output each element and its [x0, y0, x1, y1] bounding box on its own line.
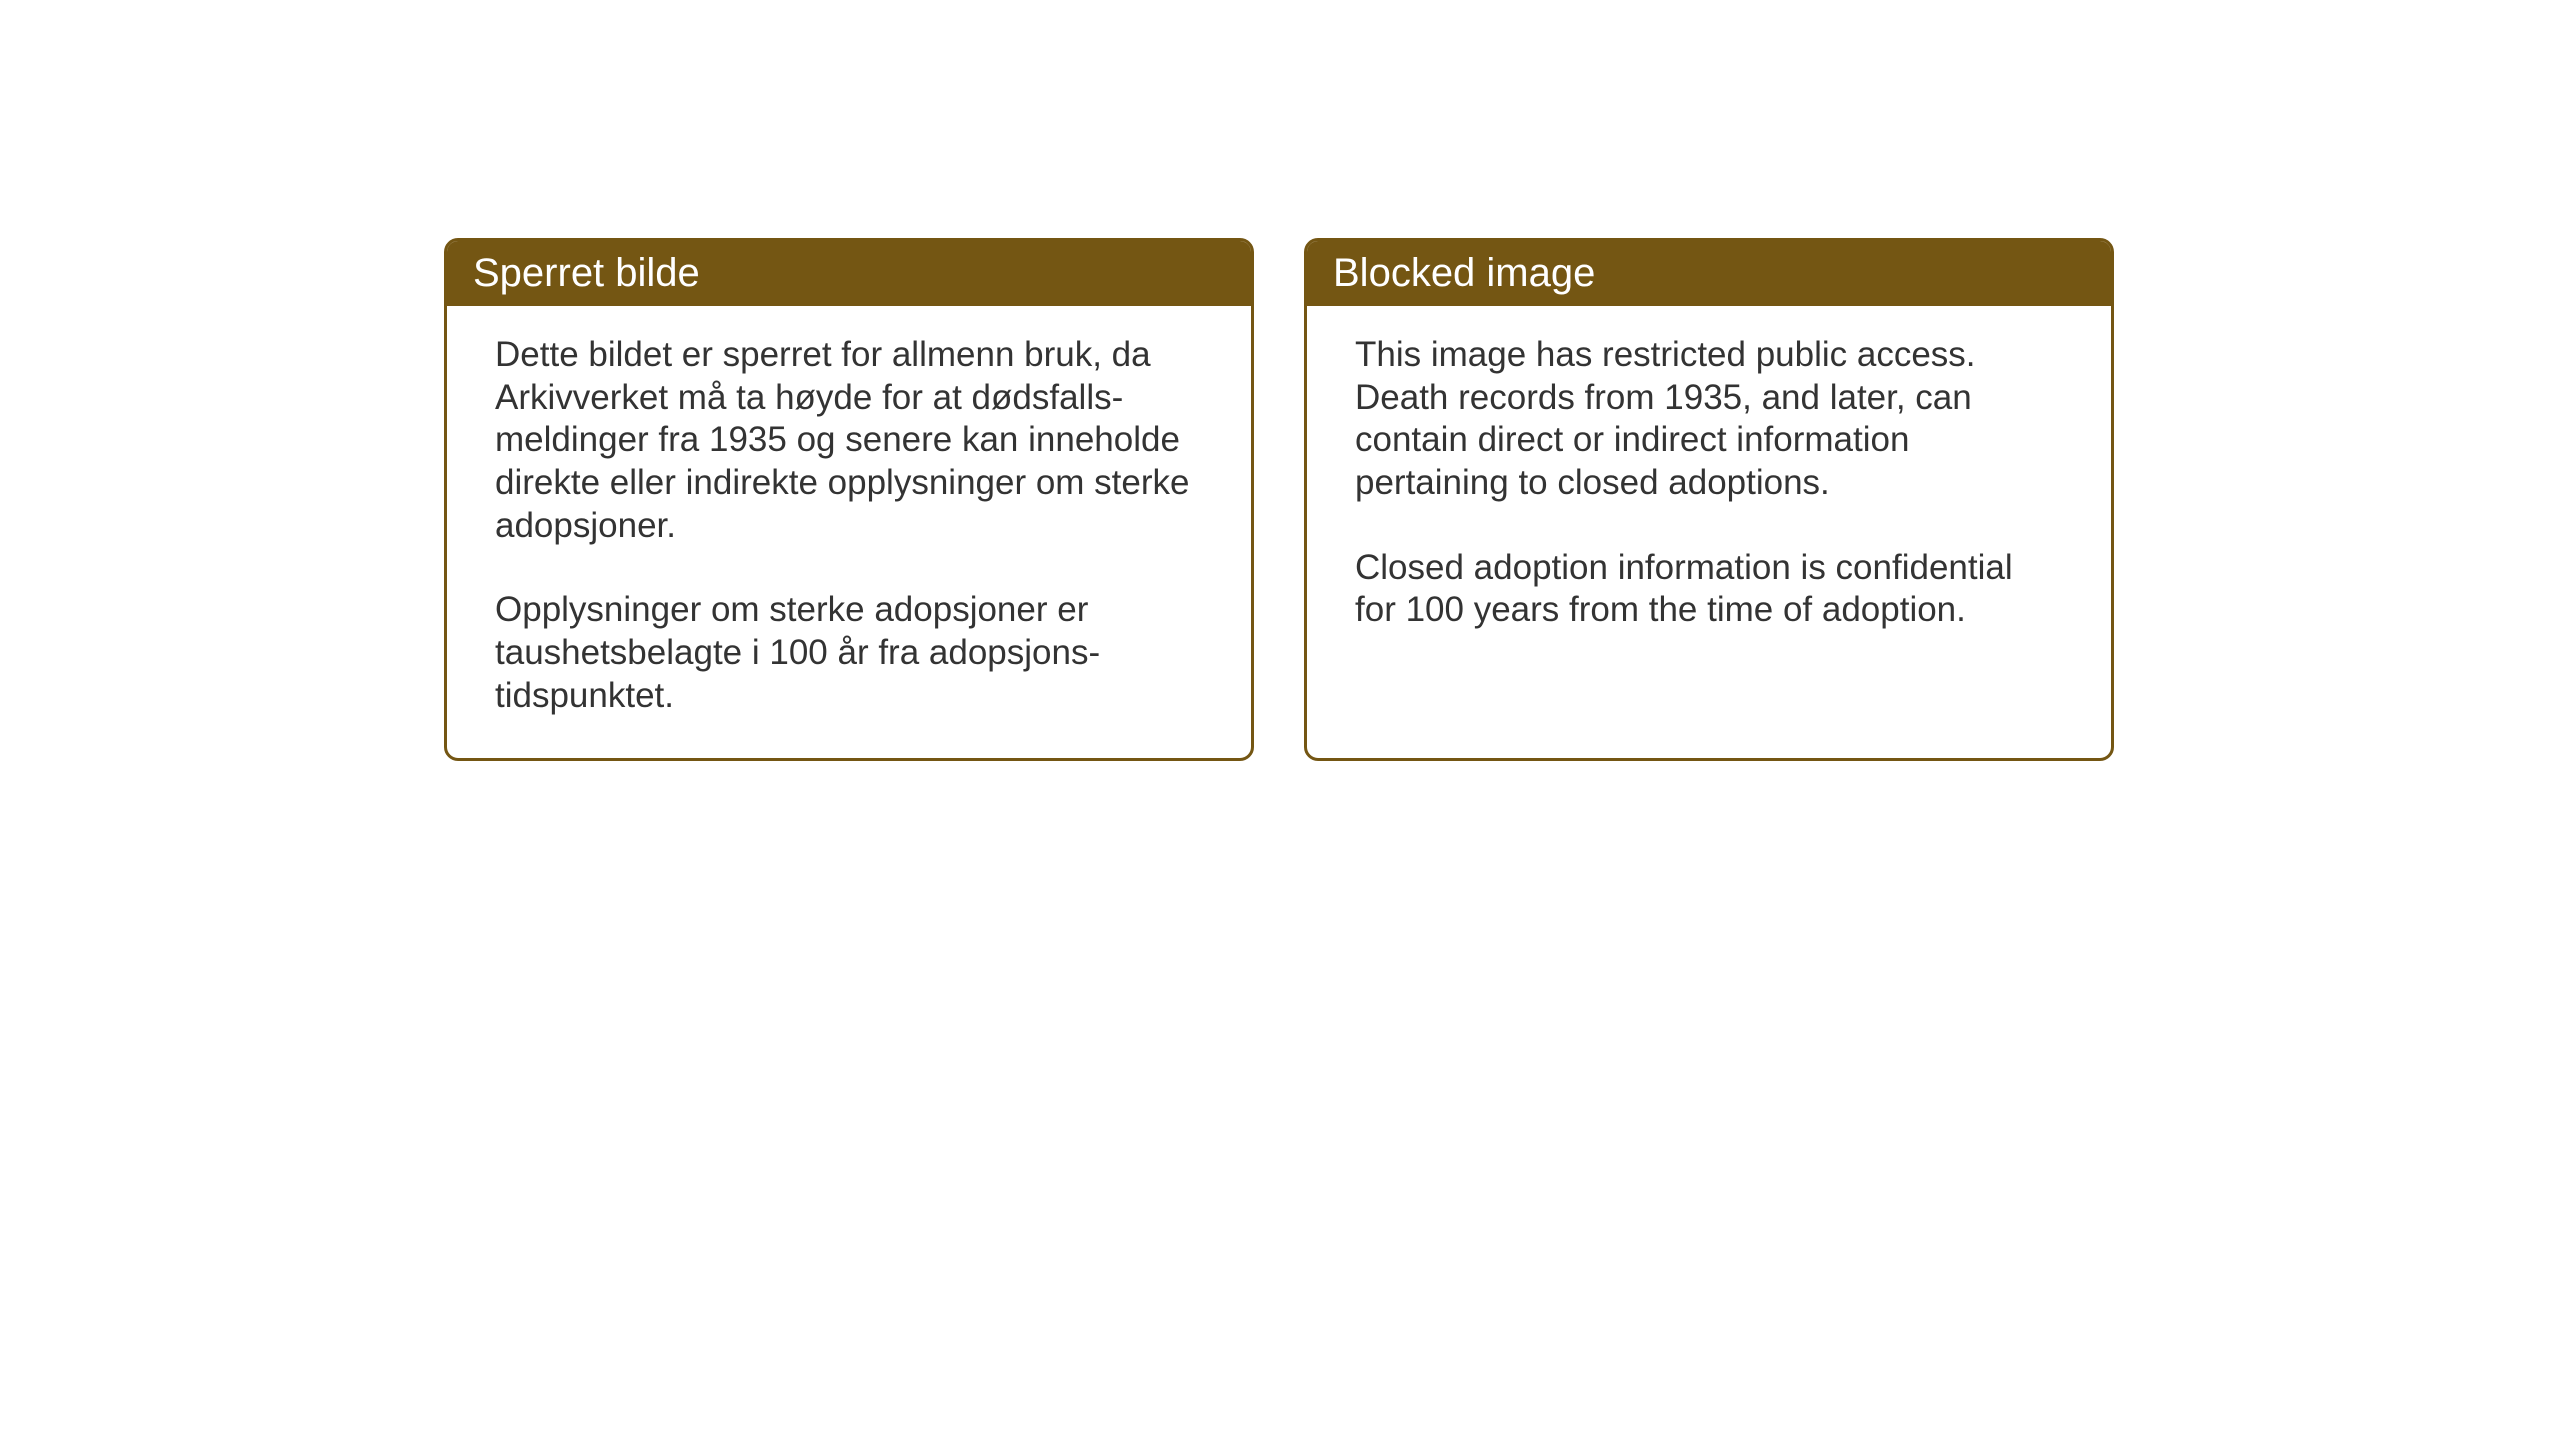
notice-paragraph: This image has restricted public access.…: [1355, 334, 2063, 505]
notice-paragraph: Dette bildet er sperret for allmenn bruk…: [495, 334, 1203, 547]
notice-body-norwegian: Dette bildet er sperret for allmenn bruk…: [447, 306, 1251, 758]
notice-box-norwegian: Sperret bilde Dette bildet er sperret fo…: [444, 238, 1254, 761]
notice-paragraph: Closed adoption information is confident…: [1355, 547, 2063, 632]
notice-container: Sperret bilde Dette bildet er sperret fo…: [444, 238, 2114, 761]
notice-paragraph: Opplysninger om sterke adopsjoner er tau…: [495, 589, 1203, 717]
notice-box-english: Blocked image This image has restricted …: [1304, 238, 2114, 761]
notice-header-norwegian: Sperret bilde: [447, 241, 1251, 306]
notice-body-english: This image has restricted public access.…: [1307, 306, 2111, 672]
notice-header-english: Blocked image: [1307, 241, 2111, 306]
